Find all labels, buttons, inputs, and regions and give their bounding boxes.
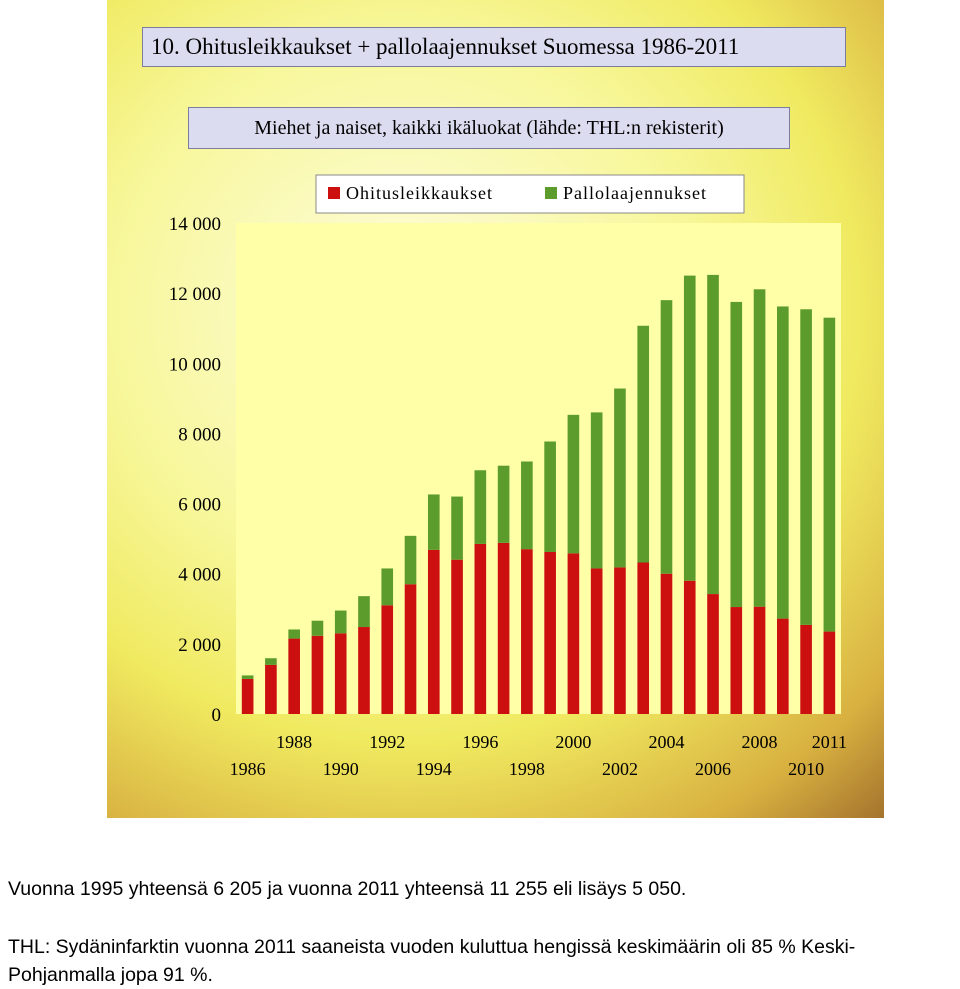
bar-ohitus [590, 568, 603, 714]
bar-pallo [730, 301, 743, 608]
bar-ohitus [730, 607, 743, 714]
y-tick-label: 14 000 [169, 214, 221, 235]
legend-box [315, 174, 745, 214]
bar-ohitus [660, 573, 673, 714]
x-tick-label: 1998 [509, 759, 545, 779]
bar-pallo [590, 412, 603, 569]
bar-ohitus [311, 635, 324, 714]
bar-ohitus [404, 584, 417, 714]
chart-subtitle: Miehet ja naiset, kaikki ikäluokat (lähd… [188, 107, 790, 149]
x-tick-label: 1986 [230, 759, 266, 779]
bar-pallo [265, 658, 277, 665]
bar-pallo [800, 309, 812, 625]
bar-ohitus [567, 553, 580, 714]
bar-ohitus [753, 606, 766, 714]
bar-pallo [451, 496, 463, 560]
x-tick-label: 1994 [416, 759, 452, 779]
bar-ohitus [474, 543, 487, 714]
bar-pallo [474, 470, 487, 544]
bar-pallo [753, 289, 766, 607]
bar-pallo [381, 568, 394, 606]
bar-pallo [823, 317, 836, 632]
y-tick-label: 4 000 [178, 565, 221, 586]
bar-pallo [404, 535, 417, 585]
bar-ohitus [358, 627, 370, 714]
bar-pallo [427, 494, 440, 550]
bar-pallo [241, 675, 254, 679]
bar-ohitus [265, 664, 277, 714]
x-tick-label: 1992 [369, 732, 405, 752]
x-tick-label: 2011 [812, 732, 847, 752]
bar-ohitus [334, 633, 347, 714]
bar-ohitus [823, 631, 836, 714]
legend-swatch-ohitus [328, 187, 340, 199]
bar-ohitus [707, 594, 719, 714]
chart-title: 10. Ohitusleikkaukset + pallolaajennukse… [142, 27, 846, 67]
bar-ohitus [427, 549, 440, 714]
x-tick-label: 1990 [323, 759, 359, 779]
y-tick-label: 10 000 [169, 354, 221, 375]
plot-area [236, 223, 841, 714]
note-line-1: Vuonna 1995 yhteensä 6 205 ja vuonna 201… [8, 878, 687, 900]
y-tick-label: 8 000 [178, 424, 221, 445]
x-tick-label: 1996 [462, 732, 498, 752]
x-tick-label: 2010 [788, 759, 824, 779]
bar-ohitus [800, 624, 812, 714]
bar-pallo [358, 596, 370, 628]
bar-pallo [544, 441, 556, 552]
legend-label: Ohitusleikkaukset [346, 183, 493, 203]
x-tick-label: 2004 [648, 732, 684, 752]
y-tick-label: 12 000 [169, 284, 221, 305]
bar-ohitus [497, 542, 510, 714]
y-tick-label: 6 000 [178, 495, 221, 516]
y-tick-label: 0 [212, 705, 222, 726]
legend-label: Pallolaajennukset [563, 183, 707, 203]
bar-pallo [334, 610, 347, 634]
bar-ohitus [544, 551, 556, 714]
bar-ohitus [614, 567, 626, 714]
bar-ohitus [683, 580, 696, 714]
bar-pallo [660, 300, 673, 574]
y-tick-label: 2 000 [178, 635, 221, 656]
bar-pallo [637, 325, 650, 563]
x-tick-label: 2008 [742, 732, 778, 752]
legend-swatch-pallo [545, 187, 557, 199]
x-tick-label: 2002 [602, 759, 638, 779]
bar-ohitus [288, 638, 300, 714]
bar-ohitus [381, 605, 394, 714]
bar-pallo [521, 461, 533, 550]
x-tick-label: 1988 [276, 732, 312, 752]
bar-ohitus [521, 549, 533, 714]
x-tick-label: 2006 [695, 759, 731, 779]
bar-pallo [567, 414, 580, 554]
bar-ohitus [637, 562, 650, 714]
bar-pallo [683, 275, 696, 581]
bar-pallo [614, 388, 626, 568]
bar-pallo [311, 620, 324, 636]
bar-ohitus [777, 618, 789, 714]
bar-pallo [497, 465, 510, 543]
bar-ohitus [451, 559, 463, 714]
note-line-2: THL: Sydäninfarktin vuonna 2011 saaneist… [8, 936, 856, 986]
bar-pallo [288, 629, 300, 639]
bar-pallo [707, 274, 719, 595]
x-tick-label: 2000 [555, 732, 591, 752]
bar-ohitus [241, 678, 254, 714]
bar-pallo [777, 306, 789, 619]
